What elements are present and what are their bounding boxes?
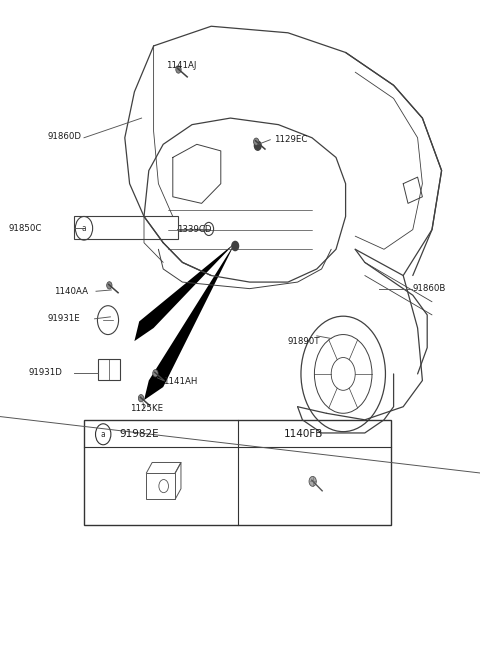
Circle shape xyxy=(107,281,112,289)
Text: 91890T: 91890T xyxy=(287,337,320,346)
Text: 91931E: 91931E xyxy=(48,314,81,323)
Text: a: a xyxy=(101,430,106,439)
Text: 1339CD: 1339CD xyxy=(177,225,211,234)
Text: 1141AJ: 1141AJ xyxy=(166,61,196,70)
Circle shape xyxy=(176,66,181,73)
Circle shape xyxy=(254,141,261,150)
Text: 91931D: 91931D xyxy=(29,368,63,377)
Text: 91982E: 91982E xyxy=(120,429,159,440)
Circle shape xyxy=(153,369,158,377)
Bar xyxy=(98,359,120,380)
Text: 1129EC: 1129EC xyxy=(274,135,307,144)
Text: 91850C: 91850C xyxy=(9,224,42,233)
Bar xyxy=(74,216,178,239)
Circle shape xyxy=(309,476,316,486)
Bar xyxy=(146,473,175,499)
Text: a: a xyxy=(82,224,86,233)
Circle shape xyxy=(138,394,144,402)
Text: 1141AH: 1141AH xyxy=(163,377,198,386)
Polygon shape xyxy=(144,243,235,400)
Text: 1140FB: 1140FB xyxy=(284,429,323,440)
Text: 91860B: 91860B xyxy=(413,284,446,293)
Circle shape xyxy=(232,241,239,251)
Circle shape xyxy=(253,138,259,146)
Polygon shape xyxy=(134,243,235,341)
Bar xyxy=(84,420,391,525)
Text: 91860D: 91860D xyxy=(48,132,82,141)
Text: 1140AA: 1140AA xyxy=(54,287,88,296)
Text: 1125KE: 1125KE xyxy=(130,403,163,413)
